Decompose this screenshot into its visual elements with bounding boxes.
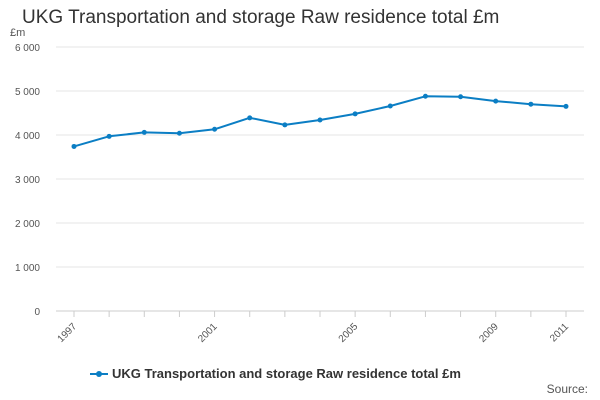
legend-label: UKG Transportation and storage Raw resid…: [112, 366, 461, 381]
data-point: [387, 103, 393, 109]
x-tick-label: 2001: [196, 321, 220, 345]
gridlines: [56, 46, 584, 312]
y-tick-label: 1 000: [15, 263, 40, 274]
y-tick-label: 2 000: [15, 219, 40, 230]
data-point: [493, 98, 499, 104]
legend-item[interactable]: UKG Transportation and storage Raw resid…: [90, 366, 461, 381]
legend-line-marker-icon: [90, 368, 108, 380]
data-point: [352, 111, 358, 117]
y-axis-unit-label: £m: [10, 27, 26, 39]
y-tick-label: 3 000: [15, 175, 40, 186]
y-axis-ticks: 0 1 000 2 000 3 000 4 000 5 000 6 000: [15, 43, 40, 318]
x-tick-label: 1997: [56, 321, 80, 345]
data-point: [247, 115, 253, 121]
series-group: [71, 93, 569, 149]
data-point: [458, 94, 464, 100]
data-point: [563, 103, 569, 109]
x-tick-label: 2005: [337, 321, 361, 345]
y-tick-label: 5 000: [15, 87, 40, 98]
y-tick-label: 0: [34, 307, 40, 318]
y-tick-label: 6 000: [15, 43, 40, 54]
x-tick-label: 2009: [477, 321, 501, 345]
data-point: [317, 117, 323, 123]
y-tick-label: 4 000: [15, 131, 40, 142]
x-axis-ticks: 1997 2001 2005 2009 2011: [56, 311, 571, 345]
data-point: [106, 133, 112, 139]
data-point: [212, 126, 218, 132]
data-point: [176, 130, 182, 136]
data-point: [282, 122, 288, 128]
data-point: [422, 93, 428, 99]
chart-title: UKG Transportation and storage Raw resid…: [22, 7, 500, 28]
x-tick-label: 2011: [548, 321, 571, 344]
data-point: [71, 143, 77, 149]
source-label: Source:: [546, 382, 588, 396]
data-point: [141, 129, 147, 135]
data-point: [528, 101, 534, 107]
